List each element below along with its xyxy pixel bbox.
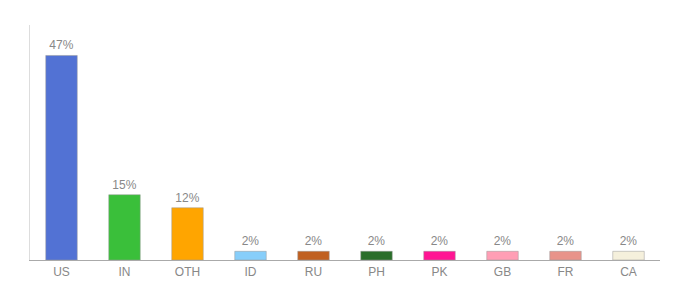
svg-text:FR: FR [558, 265, 574, 279]
svg-text:OTH: OTH [175, 265, 200, 279]
svg-text:RU: RU [305, 265, 322, 279]
svg-text:2%: 2% [305, 234, 323, 248]
svg-text:2%: 2% [242, 234, 260, 248]
svg-text:IN: IN [119, 265, 131, 279]
svg-text:PH: PH [368, 265, 385, 279]
svg-text:12%: 12% [175, 191, 199, 205]
svg-text:PK: PK [431, 265, 447, 279]
svg-text:2%: 2% [620, 234, 638, 248]
svg-text:2%: 2% [431, 234, 449, 248]
svg-text:CA: CA [620, 265, 637, 279]
svg-text:US: US [53, 265, 70, 279]
svg-text:15%: 15% [112, 178, 136, 192]
svg-text:2%: 2% [557, 234, 575, 248]
svg-text:2%: 2% [368, 234, 386, 248]
svg-text:GB: GB [494, 265, 511, 279]
svg-text:2%: 2% [494, 234, 512, 248]
svg-text:47%: 47% [49, 38, 73, 52]
svg-text:ID: ID [245, 265, 257, 279]
